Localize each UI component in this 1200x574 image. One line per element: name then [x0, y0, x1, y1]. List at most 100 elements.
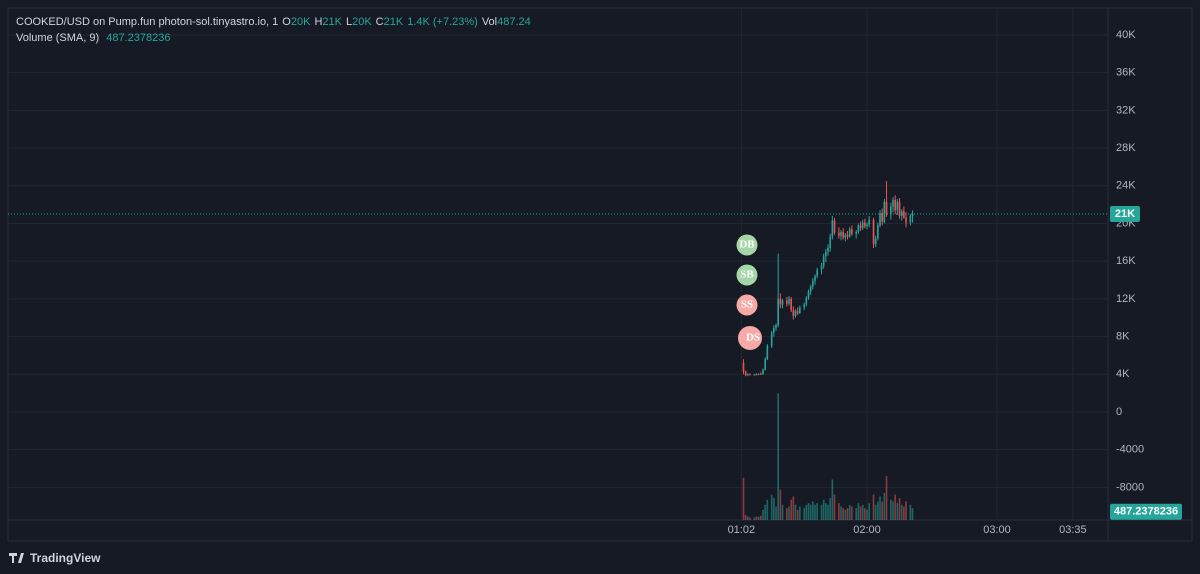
volume-bar	[881, 501, 884, 520]
candle-body	[900, 211, 903, 216]
candle-body	[911, 214, 914, 216]
y-tick-label: 0	[1116, 406, 1122, 418]
volume-bar	[779, 489, 782, 520]
ohlc-value: 487.24	[497, 16, 531, 28]
x-tick-label: 03:00	[983, 524, 1011, 536]
candle-body	[777, 298, 779, 326]
candle-body	[749, 374, 751, 376]
volume-bar	[770, 494, 773, 520]
candle-body	[829, 236, 831, 248]
candle-body	[848, 229, 851, 237]
volume-bar	[894, 494, 897, 520]
grid	[8, 8, 1108, 520]
candle-body	[905, 217, 907, 223]
volume-bar	[840, 506, 842, 520]
frame	[7, 7, 1193, 542]
volume-bar	[822, 499, 825, 520]
volume-bar	[816, 503, 818, 520]
axes: 40K36K32K28K24K20K16K12K8K4K0-4000-80000…	[8, 29, 1182, 536]
volume-bar	[874, 504, 877, 520]
symbol: COOKED/USD on Pump.fun photon-sol.tinyas…	[16, 16, 279, 28]
ohlc-label: Vol	[481, 16, 498, 28]
volume-bar	[842, 508, 844, 520]
candle-body	[840, 231, 842, 236]
volume-bar	[900, 504, 903, 520]
volume-bar	[829, 498, 831, 520]
volume-bar	[877, 501, 879, 520]
brand: TradingView	[9, 551, 101, 565]
candle-body	[877, 225, 879, 239]
volume-bar	[866, 509, 868, 520]
candle-body	[779, 298, 782, 305]
volume-bar	[790, 499, 792, 520]
volume-bar	[766, 499, 769, 520]
volume-bar	[846, 508, 849, 520]
volume-bar	[762, 509, 764, 520]
markers: DB SB SS DS	[736, 234, 762, 350]
candle-body	[855, 231, 858, 234]
candle-body	[890, 206, 892, 215]
y-tick-label: 40K	[1116, 29, 1136, 41]
volume-bar	[809, 504, 812, 520]
volume-bar	[786, 508, 788, 520]
candle-body	[859, 225, 862, 229]
brand-name: TradingView	[30, 551, 101, 565]
volume-bar	[805, 504, 808, 520]
volume-bar	[820, 504, 823, 520]
volume-bar	[749, 517, 751, 520]
candle-body	[760, 373, 762, 375]
volume-bar	[788, 506, 790, 520]
candle-body	[833, 220, 836, 233]
volume-bar	[742, 477, 745, 520]
ohlc-label: O	[282, 16, 291, 28]
volume-bar	[859, 506, 862, 520]
volume-bar	[848, 504, 851, 520]
candle-body	[812, 280, 814, 287]
candle-body	[825, 251, 827, 257]
volume-bar	[775, 506, 777, 520]
y-tick-label: 16K	[1116, 255, 1136, 267]
trade-marker	[738, 326, 762, 350]
candle-body	[781, 300, 784, 305]
volume-bar	[831, 479, 834, 520]
candle-body	[796, 311, 799, 314]
candle-body	[753, 374, 756, 376]
volume-bar	[803, 508, 805, 520]
volume-bar	[857, 503, 860, 520]
candle-body	[786, 300, 788, 304]
candle-body	[762, 369, 764, 375]
volume-bar	[760, 515, 762, 520]
volume-bar	[883, 493, 886, 520]
candle-body	[766, 346, 769, 360]
volume-bar	[879, 496, 881, 520]
volume-pane	[742, 393, 914, 520]
volume-bar	[744, 514, 747, 520]
candle-body	[742, 362, 745, 372]
candle-body	[844, 234, 847, 238]
volume-bar	[855, 508, 858, 520]
trade-marker-label: DS	[746, 332, 760, 344]
volume-bar	[814, 504, 816, 520]
candle-body	[814, 276, 816, 281]
volume-bar	[892, 501, 894, 520]
volume-bar	[781, 504, 784, 520]
ohlc-value: 20K	[352, 16, 372, 28]
x-tick-label: 01:02	[728, 524, 756, 536]
candle-body	[851, 229, 853, 234]
x-tick-label: 02:00	[853, 524, 881, 536]
candle-body	[879, 213, 881, 226]
last-price-label: 21K	[1115, 208, 1135, 220]
candle-body	[857, 225, 860, 232]
candle-body	[757, 373, 760, 375]
candle-body	[788, 298, 790, 304]
candle-body	[838, 232, 840, 236]
volume-bar	[764, 504, 766, 520]
volume-bar	[890, 499, 892, 520]
volume-bar	[851, 506, 853, 520]
volume-bar	[747, 516, 749, 520]
volume-bar	[844, 509, 847, 520]
candle-body	[872, 219, 875, 245]
ohlc-label: L	[345, 16, 353, 28]
